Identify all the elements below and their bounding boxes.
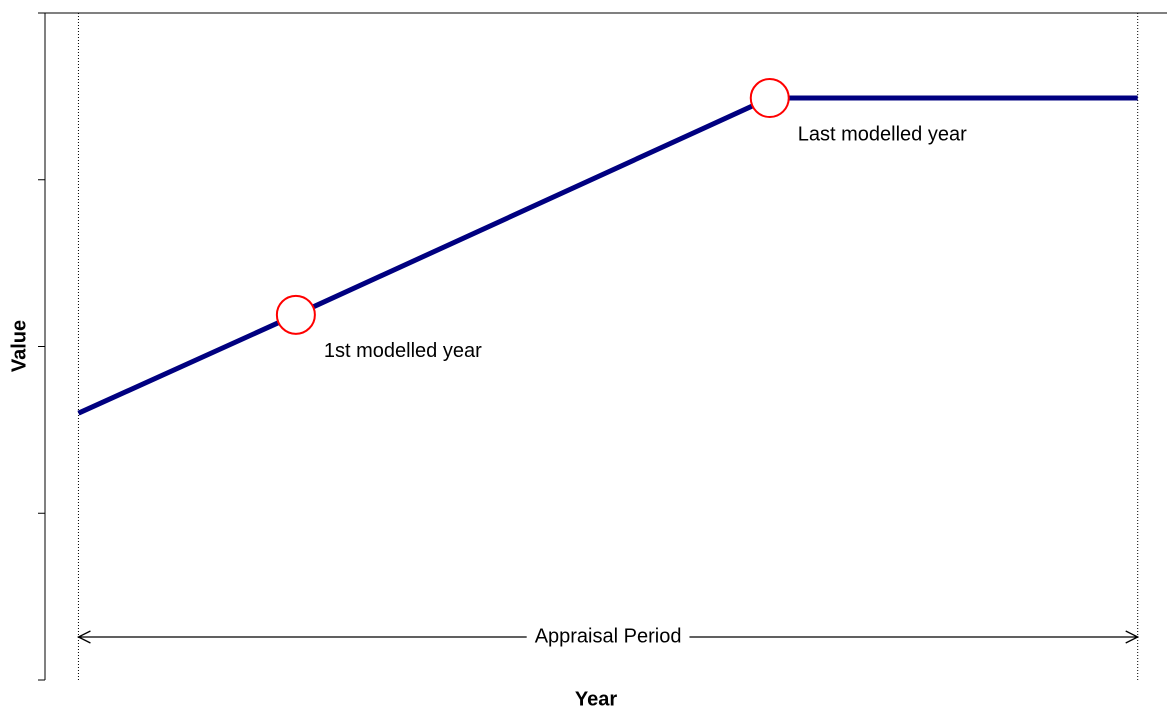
annotation: Last modelled year xyxy=(798,123,967,145)
line xyxy=(77,95,1138,416)
period-arrow xyxy=(76,630,1140,644)
marker xyxy=(749,78,790,119)
x-axis-label: Year xyxy=(575,688,617,710)
y-axis-label: Value xyxy=(8,320,30,372)
marker xyxy=(275,294,316,335)
annotation: 1st modelled year xyxy=(324,340,482,362)
period-label: Appraisal Period xyxy=(535,625,682,647)
